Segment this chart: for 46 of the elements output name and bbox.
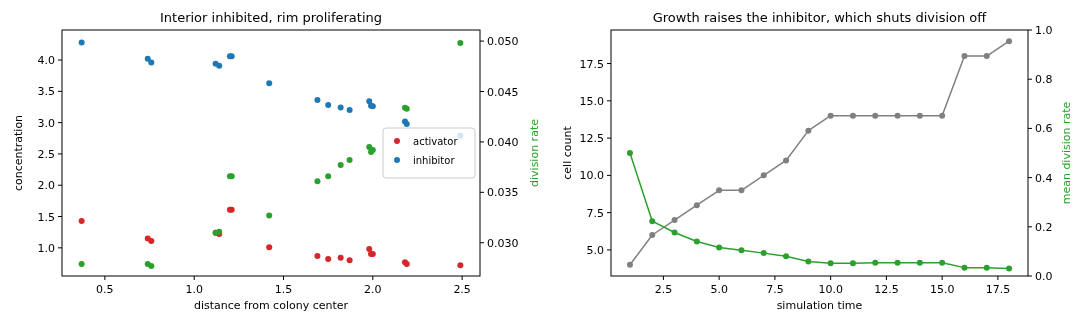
x-axis-title: simulation time xyxy=(776,299,863,312)
chart-title: Interior inhibited, rim proliferating xyxy=(159,10,383,25)
y2-tick-label: 0.2 xyxy=(1035,220,1053,234)
y-tick-label: 17.5 xyxy=(579,57,604,71)
y2-axis-title: division rate xyxy=(528,118,541,187)
x-tick-label: 10.0 xyxy=(818,283,843,296)
y2-tick-label: 0.8 xyxy=(1035,73,1053,87)
y2-tick-label: 0.050 xyxy=(487,35,519,49)
y2-tick-label: 0.045 xyxy=(487,85,519,99)
x-tick-label: 5.0 xyxy=(710,283,728,296)
x-tick-label: 1.0 xyxy=(185,283,203,296)
y-tick-label: 1.0 xyxy=(37,241,55,255)
x-tick-label: 2.5 xyxy=(453,283,471,296)
x-tick-label: 2.0 xyxy=(364,283,382,296)
y2-tick-label: 1.0 xyxy=(1035,24,1053,37)
y2-axis-title: mean division rate xyxy=(1060,101,1073,205)
y-tick-label: 5.0 xyxy=(586,243,604,257)
y2-tick-label: 0.6 xyxy=(1035,122,1053,136)
y-tick-label: 15.0 xyxy=(579,94,604,108)
y-tick-label: 3.5 xyxy=(37,85,55,99)
x-tick-label: 12.5 xyxy=(874,283,899,296)
legend-label: inhibitor xyxy=(413,155,456,166)
y2-tick-label: 0.4 xyxy=(1035,171,1053,185)
y2-tick-label: 0.0 xyxy=(1035,270,1053,283)
x-tick-label: 2.5 xyxy=(654,283,673,296)
y-tick-label: 7.5 xyxy=(586,206,604,220)
legend-label: activator xyxy=(413,136,459,147)
y-axis-title: cell count xyxy=(561,125,574,180)
y-tick-label: 2.5 xyxy=(37,147,55,161)
x-axis-title: distance from colony center xyxy=(193,299,349,312)
y2-tick-label: 0.040 xyxy=(487,135,519,149)
y-tick-label: 4.0 xyxy=(37,54,55,68)
y-tick-label: 1.5 xyxy=(37,210,55,224)
y-tick-label: 3.0 xyxy=(37,116,55,130)
y-tick-label: 2.0 xyxy=(37,179,55,193)
x-tick-label: 17.5 xyxy=(985,283,1011,296)
x-tick-label: 0.5 xyxy=(96,283,114,296)
x-tick-label: 1.5 xyxy=(274,283,293,296)
y-tick-label: 12.5 xyxy=(579,132,604,146)
y2-tick-label: 0.035 xyxy=(487,186,519,200)
y-axis-title: concentration xyxy=(12,114,25,192)
x-tick-label: 7.5 xyxy=(766,283,784,296)
y2-tick-label: 0.030 xyxy=(487,236,519,250)
y-tick-label: 10.0 xyxy=(579,169,604,183)
chart-title: Growth raises the inhibitor, which shuts division off xyxy=(652,10,988,25)
x-tick-label: 15.0 xyxy=(929,283,955,296)
